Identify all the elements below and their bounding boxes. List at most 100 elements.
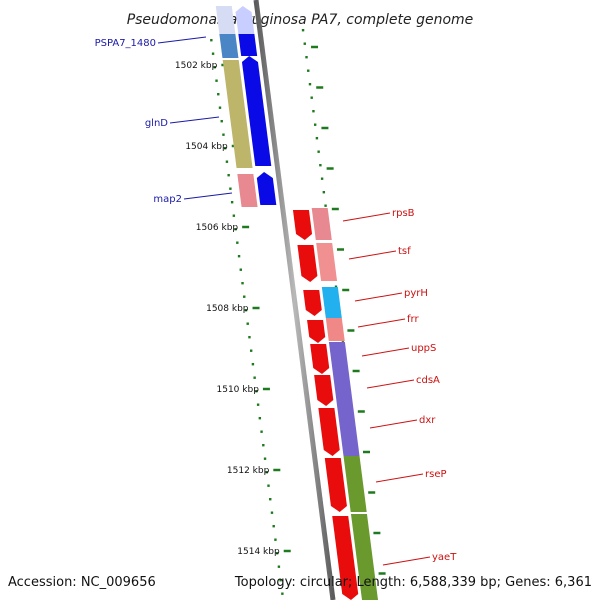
ruler-dot <box>319 164 322 167</box>
ruler-dot <box>258 417 262 420</box>
reverse-gene-arrow <box>307 320 326 343</box>
ruler-ticks: 1502 kbp 1504 kbp 1506 kbp 1508 kbp 1510 kbp… <box>175 45 386 575</box>
ruler-dot <box>213 66 216 69</box>
ruler-dot <box>215 79 218 82</box>
gene-label-leader <box>183 192 233 200</box>
cds-feature <box>343 456 367 512</box>
forward-gene-arrow <box>235 6 255 34</box>
ruler-dot <box>237 255 241 258</box>
cds-left-track <box>215 6 277 207</box>
cds-feature <box>350 514 378 600</box>
ruler-dot <box>253 376 256 379</box>
ruler-dot <box>315 137 319 140</box>
gene-label-leader <box>348 250 397 260</box>
ruler-dot <box>272 525 275 528</box>
reverse-gene-arrow <box>314 375 334 406</box>
ruler-dot <box>249 349 253 352</box>
ruler-dot <box>310 96 313 99</box>
cds-feature <box>316 243 338 281</box>
ruler-dot <box>211 52 215 55</box>
cds-feature <box>328 342 360 456</box>
reverse-gene-arrow <box>332 516 359 600</box>
gene-label: yaeT <box>432 552 457 563</box>
ruler-tick-label: 1514 kbp <box>237 547 280 557</box>
ruler-dot <box>313 123 317 126</box>
ruler-dot <box>334 285 338 288</box>
gene-label-leader <box>369 419 418 429</box>
gene-label: glnD <box>145 118 168 129</box>
gene-label-leader <box>169 116 220 124</box>
ruler-dot <box>279 579 282 582</box>
ruler-dot <box>223 147 227 150</box>
gene-label-leader <box>157 36 207 44</box>
gene-label: PSPA7_1480 <box>95 38 156 49</box>
gene-label: map2 <box>153 194 182 205</box>
ruler-dot <box>305 56 308 59</box>
ruler-dot <box>243 295 246 298</box>
ruler-dot <box>239 268 242 271</box>
cds-feature <box>222 60 253 168</box>
ruler-dot <box>312 110 315 113</box>
gene-label: uppS <box>411 343 436 354</box>
ruler-dot <box>281 592 284 595</box>
ruler-dot <box>308 83 312 86</box>
genome-summary-text: Topology: circular; Length: 6,588,339 bp… <box>234 575 592 590</box>
gene-label-leader <box>361 347 410 357</box>
ruler-dot <box>241 282 244 285</box>
genome-backbone <box>253 0 336 600</box>
gene-label-leader <box>342 212 391 222</box>
gene-label-leader <box>375 473 424 483</box>
gene-label: dxr <box>419 415 436 426</box>
reverse-gene-arrow <box>303 290 322 316</box>
gene-label-leader <box>366 379 415 389</box>
ruler-dot <box>217 93 220 96</box>
cds-feature <box>311 208 332 240</box>
ruler-dot <box>274 538 277 541</box>
ruler-dot <box>255 390 258 393</box>
ruler-dot <box>277 565 281 568</box>
ruler-dot <box>210 39 213 42</box>
ruler-dot <box>248 336 251 339</box>
ruler-dot <box>220 120 223 123</box>
ruler-dot <box>251 363 255 366</box>
ruler-tick-label: 1512 kbp <box>227 466 270 476</box>
gene-label-leader <box>357 318 406 328</box>
ruler-dot <box>317 150 320 153</box>
ruler-dot <box>263 457 267 460</box>
ruler-dot <box>265 471 268 474</box>
ruler-tick-label: 1502 kbp <box>175 61 218 71</box>
ruler-dot <box>227 174 230 177</box>
ruler-dot <box>256 403 260 406</box>
gene-labels: PSPA7_1480 glnD map2 rpsB tsf pyrH frr uppS cdsA… <box>95 36 457 566</box>
ruler-dot <box>229 187 232 190</box>
ruler-dot <box>322 191 326 194</box>
gene-label-leader <box>382 556 431 566</box>
cds-feature <box>237 174 258 207</box>
cds-feature <box>215 6 236 34</box>
ruler-dot <box>230 201 234 204</box>
gene-label: tsf <box>398 246 411 257</box>
ruler-dot <box>320 177 324 180</box>
reverse-gene-arrow <box>324 458 347 512</box>
reverse-gene-arrow <box>292 210 313 240</box>
forward-gene-arrow <box>238 34 258 56</box>
ruler-dot <box>234 228 237 231</box>
ruler-dot <box>270 511 274 514</box>
gene-label: rseP <box>425 469 447 480</box>
forward-gene-arrow <box>241 56 272 166</box>
ruler-dot <box>232 214 236 217</box>
cds-feature <box>219 34 239 58</box>
ruler-tick-label: 1510 kbp <box>217 385 260 395</box>
gene-label: rpsB <box>392 208 415 219</box>
ruler-dot <box>236 241 239 244</box>
gene-label: pyrH <box>404 288 428 299</box>
cds-feature <box>321 287 342 318</box>
reverse-gene-arrow <box>318 408 340 456</box>
ruler-dot <box>244 309 248 312</box>
ruler-tick-label: 1508 kbp <box>206 304 249 314</box>
ruler-dot <box>303 42 306 45</box>
ruler-dot <box>324 204 327 207</box>
ruler-tick-label: 1504 kbp <box>185 142 228 152</box>
ruler-dot <box>269 498 272 501</box>
